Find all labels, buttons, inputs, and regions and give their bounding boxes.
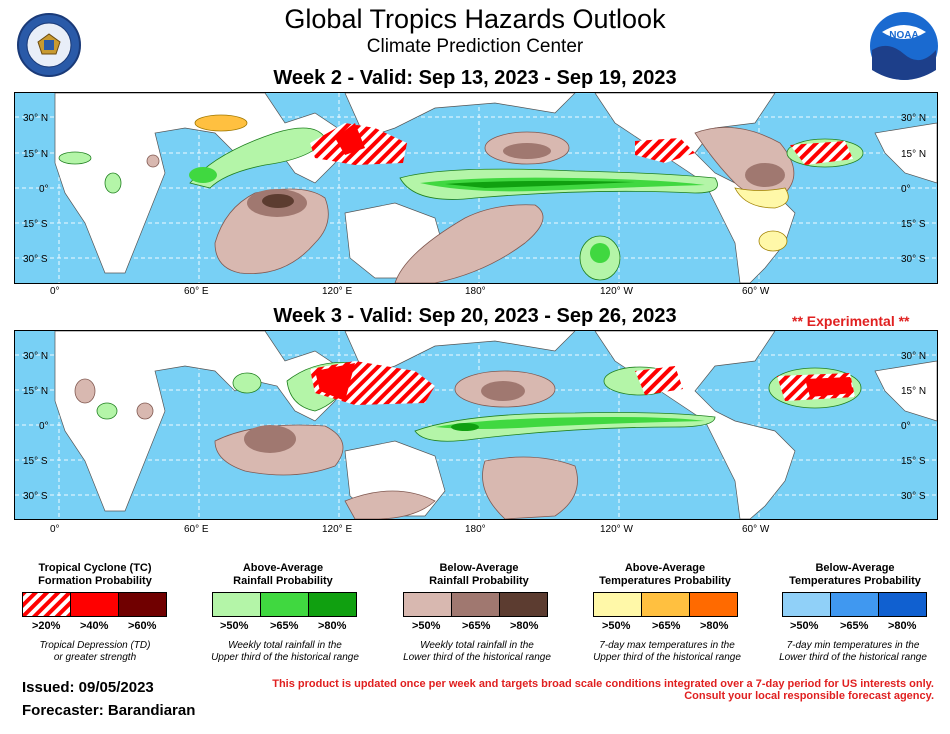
lon-label: 60° E xyxy=(184,286,209,297)
page-title: Global Tropics Hazards Outlook xyxy=(284,4,666,34)
legend-label: >65% xyxy=(652,620,681,632)
legend-label: >50% xyxy=(412,620,441,632)
lat-label: 30° S xyxy=(901,491,926,502)
legend-label: >65% xyxy=(462,620,491,632)
lon-label: 120° W xyxy=(600,286,633,297)
legend-tc-swatches xyxy=(22,592,167,617)
issued-date: Issued: 09/05/2023 xyxy=(22,679,154,696)
lat-label: 30° N xyxy=(901,113,926,124)
legend-label: >60% xyxy=(128,620,157,632)
legend-tc-title: Tropical Cyclone (TC) Formation Probabili… xyxy=(38,562,152,587)
legend-label: >20% xyxy=(32,620,61,632)
legend-rain-below-title: Below-Average Rainfall Probability xyxy=(429,562,529,587)
legend-label: >80% xyxy=(510,620,539,632)
lon-label: 120° W xyxy=(600,524,633,535)
legend-rain-above-title: Above-Average Rainfall Probability xyxy=(233,562,333,587)
disclaimer-line1: This product is updated once per week an… xyxy=(272,678,934,690)
experimental-tag: ** Experimental ** xyxy=(792,313,910,329)
legend-temp-below-swatches xyxy=(782,592,927,617)
week2-hazards xyxy=(58,114,864,283)
noaa-logo-text: NOAA xyxy=(889,30,918,41)
lon-label: 180° xyxy=(465,524,486,535)
lat-label: 30° S xyxy=(23,254,48,265)
legend-tc-note: Tropical Depression (TD) or greater stren… xyxy=(39,640,151,663)
lat-label: 0° xyxy=(901,421,911,432)
lon-label: 60° W xyxy=(742,286,770,297)
week3-hazards xyxy=(74,361,862,519)
lon-label: 60° E xyxy=(184,524,209,535)
legend-label: >50% xyxy=(602,620,631,632)
lat-label: 0° xyxy=(901,184,911,195)
legend-label: >65% xyxy=(840,620,869,632)
week2-title: Week 2 - Valid: Sep 13, 2023 - Sep 19, 2… xyxy=(273,67,677,89)
lat-label: 15° N xyxy=(23,386,48,397)
week3-map: 30° N 15° N 0° 15° S 30° S 30° N 15° N 0… xyxy=(14,330,938,520)
legend-temp-above-swatches xyxy=(593,592,738,617)
lon-label: 0° xyxy=(50,286,60,297)
lat-label: 15° S xyxy=(901,219,926,230)
legend-label: >40% xyxy=(80,620,109,632)
lat-label: 15° S xyxy=(23,456,48,467)
forecaster-name: Forecaster: Barandiaran xyxy=(22,702,196,719)
lon-label: 180° xyxy=(465,286,486,297)
lat-label: 30° N xyxy=(23,351,48,362)
page-subtitle: Climate Prediction Center xyxy=(366,36,584,57)
legend-rain-above-swatches xyxy=(212,592,357,617)
legend-label: >50% xyxy=(790,620,819,632)
disclaimer-line2: Consult your local responsible forecast … xyxy=(684,690,934,702)
legend-label: >80% xyxy=(888,620,917,632)
week3-title: Week 3 - Valid: Sep 20, 2023 - Sep 26, 2… xyxy=(273,305,677,327)
legend-temp-above-title: Above-Average Temperatures Probability xyxy=(599,562,731,587)
legend-temp-below-title: Below-Average Temperatures Probability xyxy=(789,562,921,587)
lat-label: 0° xyxy=(39,184,49,195)
lat-label: 30° N xyxy=(901,351,926,362)
legend-label: >65% xyxy=(270,620,299,632)
legend-rain-below-swatches xyxy=(403,592,548,617)
lat-label: 15° N xyxy=(901,149,926,160)
legend-temp-above-note: 7-day max temperatures in the Upper third… xyxy=(593,640,741,663)
week2-lat-labels: 30° N 15° N 0° 15° S 30° S 30° N 15° N 0… xyxy=(23,113,926,265)
lat-label: 30° N xyxy=(23,113,48,124)
legend-temp-below-note: 7-day min temperatures in the Lower third… xyxy=(779,640,927,663)
legend-rain-below-note: Weekly total rainfall in the Lower third … xyxy=(403,640,551,663)
legend-rain-above-note: Weekly total rainfall in the Upper third … xyxy=(211,640,359,663)
lat-label: 15° N xyxy=(901,386,926,397)
lon-label: 120° E xyxy=(322,286,353,297)
legend-label: >50% xyxy=(220,620,249,632)
lon-label: 0° xyxy=(50,524,60,535)
lat-label: 15° N xyxy=(23,149,48,160)
lat-label: 15° S xyxy=(901,456,926,467)
legend-label: >80% xyxy=(700,620,729,632)
lat-label: 30° S xyxy=(23,491,48,502)
commerce-seal-icon xyxy=(16,12,82,83)
noaa-logo-icon: NOAA xyxy=(868,10,940,87)
lon-label: 60° W xyxy=(742,524,770,535)
lat-label: 30° S xyxy=(901,254,926,265)
week3-lat-labels: 30° N 15° N 0° 15° S 30° S 30° N 15° N 0… xyxy=(23,351,926,502)
lat-label: 15° S xyxy=(23,219,48,230)
legend-label: >80% xyxy=(318,620,347,632)
lat-label: 0° xyxy=(39,421,49,432)
lon-label: 120° E xyxy=(322,524,353,535)
week2-map: 30° N 15° N 0° 15° S 30° S 30° N 15° N 0… xyxy=(14,92,938,284)
